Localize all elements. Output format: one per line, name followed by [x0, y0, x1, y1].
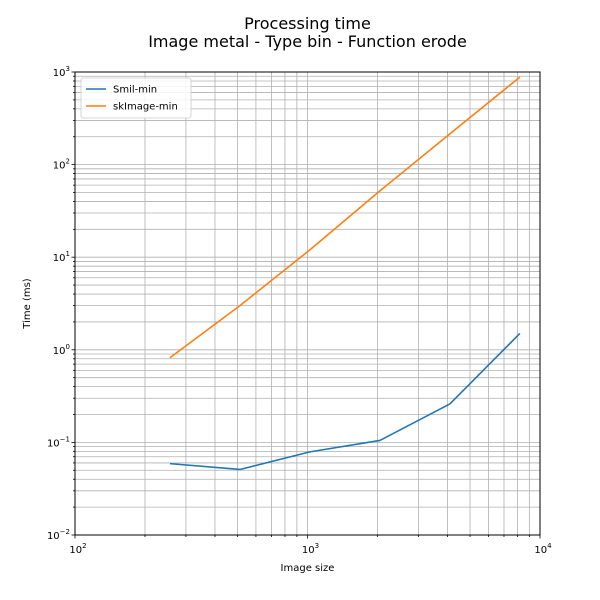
chart-subtitle: Image metal - Type bin - Function erode — [148, 32, 467, 51]
y-axis-label: Time (ms) — [22, 278, 33, 330]
x-axis-label: Image size — [281, 563, 335, 574]
x-tick-label: 102 — [69, 542, 86, 556]
ticks: 102 103 104 10−2 10−1 100 101 102 103 — [47, 65, 552, 556]
legend-label: skImage-min — [113, 102, 178, 113]
y-tick-label: 100 — [53, 343, 70, 357]
y-tick-label: 10−1 — [47, 435, 70, 449]
series-line-1 — [169, 76, 521, 359]
series-lines — [169, 76, 521, 471]
y-tick-label: 101 — [53, 250, 70, 264]
grid — [74, 71, 541, 536]
y-tick-label: 10−2 — [47, 528, 70, 542]
legend-label: Smil-min — [113, 85, 157, 96]
y-tick-label: 102 — [53, 158, 70, 172]
legend-box — [80, 77, 192, 119]
chart-title: Processing time — [244, 14, 371, 33]
series-line-0 — [169, 332, 521, 471]
x-tick-label: 104 — [534, 542, 552, 556]
legend: Smil-min skImage-min — [80, 77, 192, 119]
y-tick-label: 103 — [53, 65, 70, 79]
x-tick-label: 103 — [302, 542, 319, 556]
